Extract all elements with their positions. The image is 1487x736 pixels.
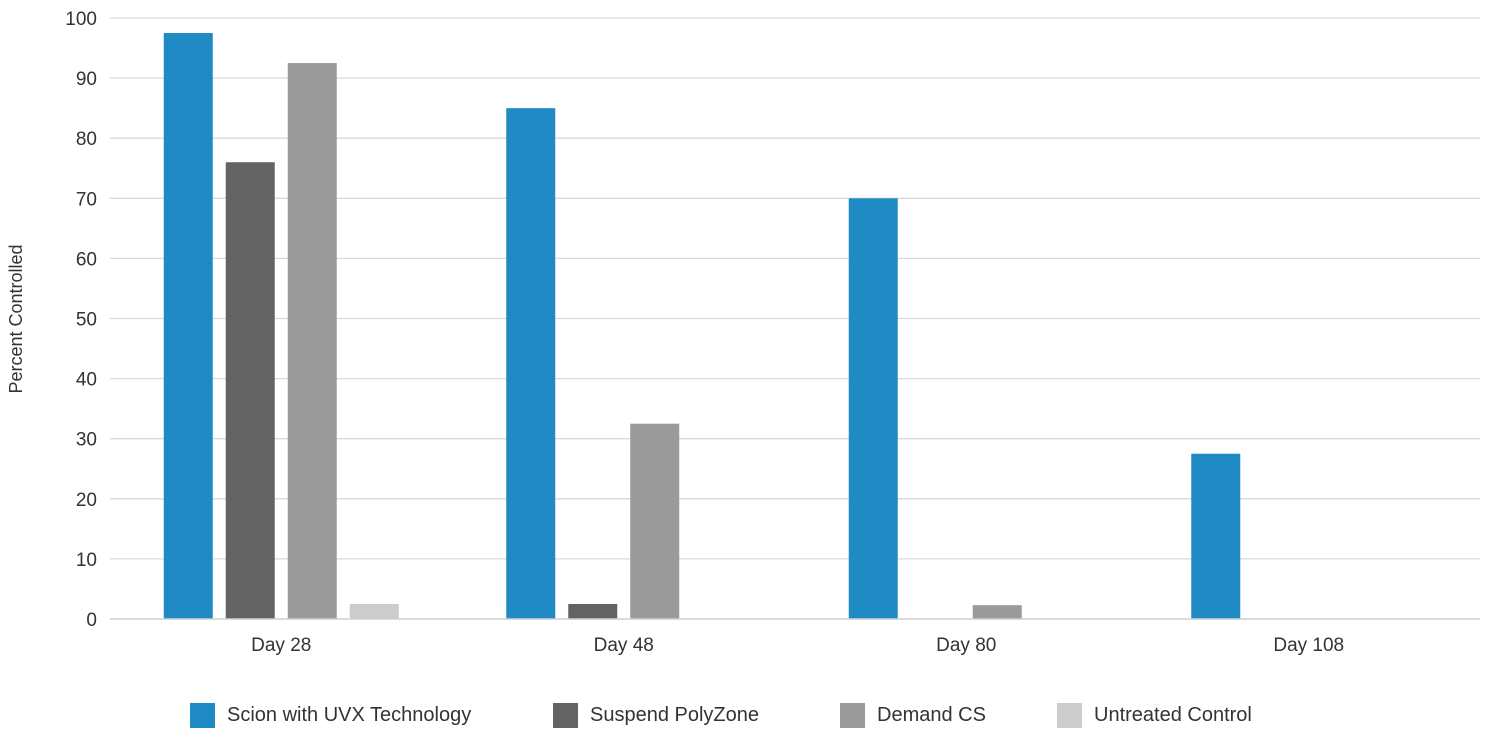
bars (163, 33, 1241, 620)
bar-suspend-polyzone-day-28 (225, 162, 275, 620)
bar-demand-cs-day-80 (972, 605, 1022, 619)
legend-label: Untreated Control (1094, 703, 1252, 726)
y-tick-label: 0 (86, 610, 97, 631)
bar-scion-with-uvx-technology-day-108 (1191, 453, 1241, 619)
x-tick-label: Day 108 (1273, 635, 1344, 656)
y-tick-label: 40 (76, 370, 97, 391)
bar-untreated-control-day-28 (349, 603, 399, 619)
y-tick-label: 100 (65, 9, 97, 30)
x-tick-label: Day 80 (936, 635, 996, 656)
y-tick-label: 70 (76, 189, 97, 210)
bar-chart: 0 10 20 30 40 50 60 70 80 90 100 Percent Controlle… (6, 9, 1480, 656)
bar-demand-cs-day-48 (630, 423, 680, 619)
bar-scion-with-uvx-technology-day-48 (506, 108, 556, 620)
legend-item: Suspend PolyZone (553, 700, 759, 730)
y-tick-label: 60 (76, 249, 97, 270)
legend-swatch (553, 702, 578, 728)
legend-label: Scion with UVX Technology (227, 703, 472, 726)
x-axis-ticks: Day 28 Day 48 Day 80 Day 108 (251, 635, 1344, 656)
legend-swatch (840, 702, 865, 728)
legend-item: Scion with UVX Technology (190, 700, 471, 730)
x-tick-label: Day 28 (251, 635, 311, 656)
y-tick-label: 50 (76, 310, 97, 331)
legend-swatch (190, 702, 215, 728)
legend: Scion with UVX Technology Suspend PolyZon… (0, 700, 1487, 736)
legend-item: Untreated Control (1057, 700, 1252, 730)
legend-label: Demand CS (877, 703, 986, 726)
bar-scion-with-uvx-technology-day-28 (163, 33, 213, 619)
y-tick-label: 90 (76, 69, 97, 90)
y-tick-label: 80 (76, 129, 97, 150)
y-tick-label: 20 (76, 490, 97, 511)
bar-suspend-polyzone-day-48 (568, 603, 618, 619)
gridlines (110, 17, 1480, 560)
y-axis-title: Percent Controlled (6, 244, 26, 393)
x-tick-label: Day 48 (594, 635, 654, 656)
legend-item: Demand CS (840, 700, 986, 730)
legend-label: Suspend PolyZone (590, 703, 760, 726)
y-tick-label: 10 (76, 550, 97, 571)
bar-demand-cs-day-28 (287, 63, 337, 619)
bar-scion-with-uvx-technology-day-80 (848, 198, 898, 620)
legend-swatch (1057, 702, 1082, 728)
y-axis-ticks: 0 10 20 30 40 50 60 70 80 90 100 (65, 9, 97, 631)
y-tick-label: 30 (76, 430, 97, 451)
